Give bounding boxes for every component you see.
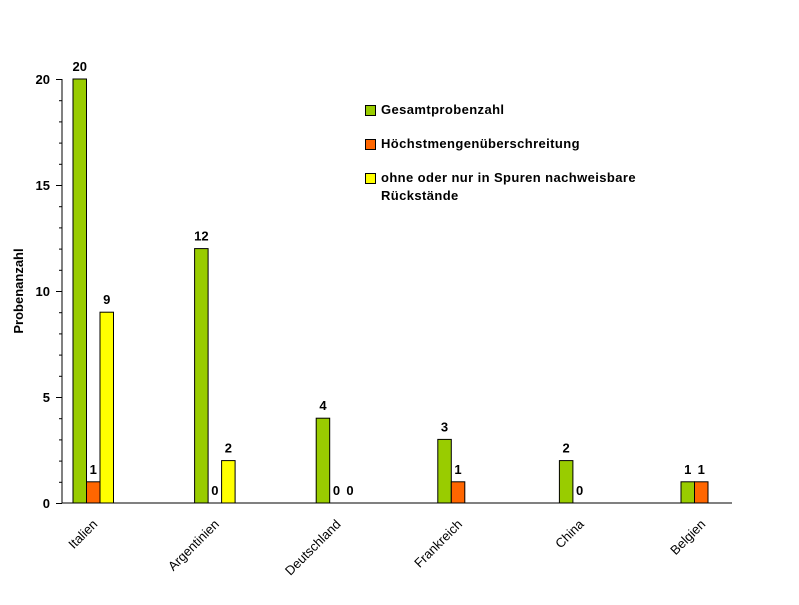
data-label: 12	[194, 229, 208, 244]
bar	[437, 438, 452, 504]
legend-item-hoechstmenge: Höchstmengenüberschreitung	[365, 135, 655, 153]
bar	[86, 481, 101, 504]
legend-swatch	[365, 173, 376, 184]
data-label: 1	[698, 462, 705, 477]
bar	[680, 481, 695, 504]
legend-label: Höchstmengenüberschreitung	[381, 136, 580, 151]
legend-label: Gesamtprobenzahl	[381, 102, 505, 117]
bar	[315, 417, 331, 504]
data-label: 4	[319, 398, 327, 413]
legend-swatch	[365, 139, 376, 150]
bar	[694, 481, 709, 504]
y-tick-label: 20	[36, 72, 50, 87]
y-tick-label: 5	[43, 390, 50, 405]
data-label: 0	[333, 483, 340, 498]
x-tick-label: Italien	[65, 517, 100, 552]
legend-swatch	[365, 105, 376, 116]
bar	[221, 460, 236, 504]
y-axis-label: Probenanzahl	[11, 248, 26, 333]
x-tick-label: Belgien	[667, 517, 708, 558]
x-tick-label: Deutschland	[282, 517, 344, 579]
y-tick-label: 10	[36, 284, 50, 299]
legend-item-gesamt: Gesamtprobenzahl	[365, 101, 655, 119]
data-label: 0	[576, 483, 583, 498]
bar	[99, 311, 114, 504]
legend-label: ohne oder nur in Spuren nachweisbare Rüc…	[381, 170, 636, 203]
y-tick-label: 0	[43, 496, 50, 511]
data-label: 0	[211, 483, 218, 498]
x-tick-label: Argentinien	[165, 517, 222, 574]
bar	[72, 78, 87, 504]
data-label: 9	[103, 292, 110, 307]
data-label: 2	[563, 441, 570, 456]
x-tick-label: China	[552, 516, 587, 551]
legend: Gesamtprobenzahl Höchstmengenüberschreit…	[365, 101, 655, 221]
x-tick-label: Frankreich	[411, 517, 465, 571]
data-label: 3	[441, 419, 448, 434]
y-tick-label: 15	[36, 178, 50, 193]
data-label: 2	[225, 441, 232, 456]
data-label: 1	[454, 462, 461, 477]
data-label: 0	[346, 483, 353, 498]
data-label: 1	[684, 462, 691, 477]
data-label: 20	[73, 59, 87, 74]
bar	[450, 481, 466, 504]
bar	[194, 248, 209, 504]
bar	[558, 460, 574, 504]
legend-item-ohne-rueckstaende: ohne oder nur in Spuren nachweisbare Rüc…	[365, 169, 655, 205]
data-label: 1	[90, 462, 97, 477]
